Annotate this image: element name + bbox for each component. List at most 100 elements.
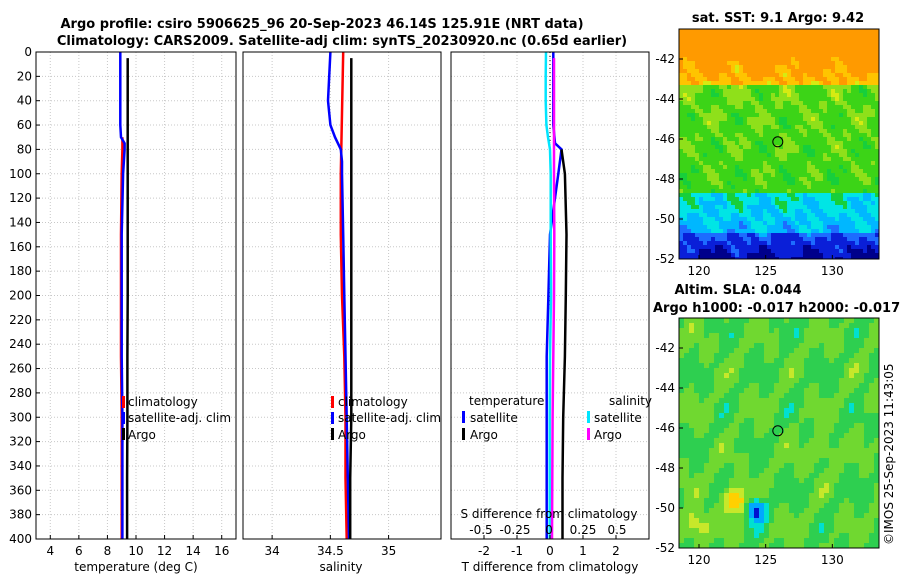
heatmap-cell <box>824 508 830 514</box>
heatmap-cell <box>863 133 868 138</box>
heatmap-cell <box>843 249 848 254</box>
heatmap-cell <box>869 378 875 384</box>
heatmap-cell <box>723 229 728 234</box>
heatmap-cell <box>734 428 740 434</box>
heatmap-cell <box>783 65 788 70</box>
lat-tick-label: -42 <box>655 341 675 355</box>
heatmap-cell <box>683 141 688 146</box>
heatmap-cell <box>715 253 720 258</box>
heatmap-cell <box>844 523 850 529</box>
heatmap-cell <box>807 157 812 162</box>
heatmap-cell <box>699 423 705 429</box>
satellite-adj-clim-profile-line <box>326 51 351 540</box>
heatmap-cell <box>789 533 795 539</box>
heatmap-cell <box>729 503 735 509</box>
heatmap-cell <box>714 343 720 349</box>
heatmap-cell <box>784 538 790 544</box>
heatmap-cell <box>827 41 832 46</box>
heatmap-cell <box>775 37 780 42</box>
heatmap-cell <box>731 145 736 150</box>
heatmap-cell <box>755 77 760 82</box>
heatmap-cell <box>704 438 710 444</box>
heatmap-cell <box>679 398 685 404</box>
heatmap-cell <box>819 225 824 230</box>
heatmap-cell <box>804 523 810 529</box>
heatmap-cell <box>734 473 740 479</box>
heatmap-cell <box>735 253 740 258</box>
heatmap-cell <box>823 65 828 70</box>
heatmap-cell <box>829 468 835 474</box>
heatmap-cell <box>747 81 752 86</box>
heatmap-cell <box>763 81 768 86</box>
heatmap-cell <box>827 209 832 214</box>
heatmap-cell <box>711 45 716 50</box>
heatmap-cell <box>779 185 784 190</box>
heatmap-cell <box>754 443 760 449</box>
heatmap-cell <box>731 137 736 142</box>
heatmap-cell <box>831 53 836 58</box>
heatmap-cell <box>827 149 832 154</box>
heatmap-cell <box>709 448 715 454</box>
heatmap-cell <box>755 117 760 122</box>
heatmap-cell <box>875 89 879 94</box>
heatmap-cell <box>851 145 856 150</box>
heatmap-cell <box>704 418 710 424</box>
sst-argo-location-marker <box>772 136 784 148</box>
heatmap-cell <box>775 221 780 226</box>
heatmap-cell <box>829 438 835 444</box>
heatmap-cell <box>704 493 710 499</box>
heatmap-cell <box>791 257 796 259</box>
heatmap-cell <box>769 463 775 469</box>
heatmap-cell <box>739 368 745 374</box>
heatmap-cell <box>839 117 844 122</box>
heatmap-cell <box>807 109 812 114</box>
heatmap-cell <box>704 428 710 434</box>
heatmap-cell <box>875 201 879 206</box>
heatmap-cell <box>739 508 745 514</box>
heatmap-cell <box>707 253 712 258</box>
heatmap-cell <box>869 468 875 474</box>
heatmap-cell <box>694 528 700 534</box>
heatmap-cell <box>787 157 792 162</box>
heatmap-cell <box>744 478 750 484</box>
heatmap-cell <box>735 61 740 66</box>
heatmap-cell <box>715 121 720 126</box>
heatmap-cell <box>843 49 848 54</box>
heatmap-cell <box>704 538 710 544</box>
heatmap-cell <box>774 463 780 469</box>
heatmap-cell <box>694 463 700 469</box>
heatmap-cell <box>775 61 780 66</box>
heatmap-cell <box>711 153 716 158</box>
heatmap-cell <box>689 533 695 539</box>
heatmap-cell <box>747 113 752 118</box>
heatmap-cell <box>707 105 712 110</box>
heatmap-cell <box>874 433 879 439</box>
heatmap-cell <box>754 403 760 409</box>
heatmap-cell <box>723 97 728 102</box>
heatmap-cell <box>759 193 764 198</box>
heatmap-cell <box>869 333 875 339</box>
heatmap-cell <box>723 221 728 226</box>
heatmap-cell <box>859 233 864 238</box>
heatmap-cell <box>819 57 824 62</box>
heatmap-cell <box>789 508 795 514</box>
heatmap-cell <box>749 363 755 369</box>
heatmap-cell <box>744 458 750 464</box>
heatmap-cell <box>684 538 690 544</box>
heatmap-cell <box>847 57 852 62</box>
heatmap-cell <box>763 69 768 74</box>
heatmap-cell <box>823 137 828 142</box>
heatmap-cell <box>719 533 725 539</box>
heatmap-cell <box>839 93 844 98</box>
heatmap-cell <box>754 498 760 504</box>
heatmap-cell <box>839 137 844 142</box>
heatmap-cell <box>727 73 732 78</box>
heatmap-cell <box>755 81 760 86</box>
heatmap-cell <box>751 65 756 70</box>
heatmap-cell <box>684 328 690 334</box>
heatmap-cell <box>875 129 879 134</box>
heatmap-cell <box>863 253 868 258</box>
heatmap-cell <box>729 473 735 479</box>
heatmap-cell <box>699 388 705 394</box>
heatmap-cell <box>871 69 876 74</box>
